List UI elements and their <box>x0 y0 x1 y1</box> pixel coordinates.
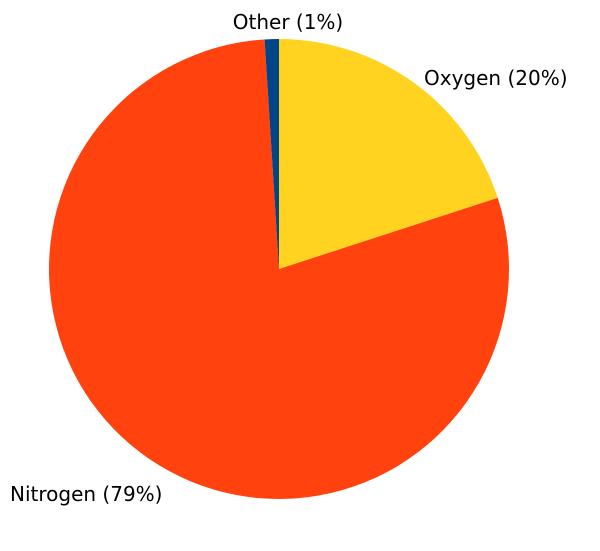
pie-slice-nitrogen <box>48 39 509 499</box>
pie-labels: Oxygen (20%) Nitrogen (79%) Other (1%) <box>10 10 568 506</box>
pie-label-oxygen: Oxygen (20%) <box>424 66 568 90</box>
pie-slices <box>48 38 509 499</box>
pie-label-other: Other (1%) <box>233 10 343 34</box>
pie-slice-oxygen <box>279 39 498 269</box>
pie-slice-other <box>264 38 279 270</box>
pie-label-nitrogen: Nitrogen (79%) <box>10 482 162 506</box>
